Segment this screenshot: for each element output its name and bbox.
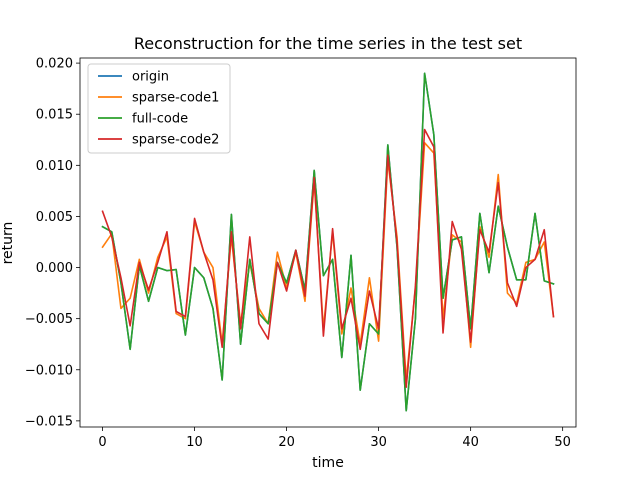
series-layer: [101, 72, 555, 412]
legend: origin sparse-code1 full-code sparse-code2: [87, 63, 231, 154]
x-axis: 0 10 20 30 40 50: [98, 427, 571, 450]
y-axis-label: return: [0, 222, 16, 265]
legend-box: [87, 63, 231, 154]
y-tick-label: 0.000: [36, 261, 73, 276]
legend-label-origin: origin: [132, 70, 169, 85]
x-tick-label: 30: [370, 435, 387, 450]
y-tick-label: −0.015: [25, 414, 73, 429]
y-tick-label: −0.005: [25, 312, 73, 327]
legend-label-full-code: full-code: [132, 112, 188, 127]
x-tick-label: 0: [98, 435, 106, 450]
legend-label-sparse-code2: sparse-code2: [132, 133, 219, 148]
x-tick-label: 20: [278, 435, 295, 450]
y-axis: −0.015 −0.010 −0.005 0.000 0.005 0.010 0.015 0.…: [25, 57, 80, 429]
series-line-sparse-code2: [101, 128, 555, 388]
x-tick-label: 40: [462, 435, 479, 450]
y-tick-label: −0.010: [25, 363, 73, 378]
y-tick-label: 0.005: [36, 210, 73, 225]
x-tick-label: 50: [554, 435, 571, 450]
chart-title: Reconstruction for the time series in th…: [134, 34, 522, 53]
x-tick-label: 10: [186, 435, 203, 450]
series-line-full-code: [101, 72, 555, 412]
y-tick-label: 0.010: [36, 159, 73, 174]
x-axis-label: time: [312, 455, 344, 471]
y-tick-label: 0.015: [36, 108, 73, 123]
legend-label-sparse-code1: sparse-code1: [132, 91, 219, 106]
y-tick-label: 0.020: [36, 57, 73, 72]
plot-frame: [79, 57, 577, 428]
